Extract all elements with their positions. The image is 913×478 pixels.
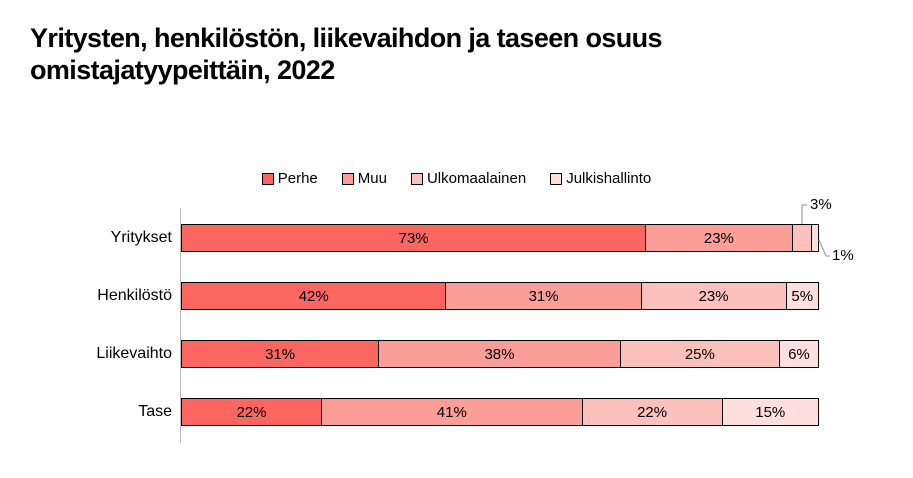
chart-title: Yritysten, henkilöstön, liikevaihdon ja … (30, 23, 663, 86)
bar-segment: 22% (182, 399, 322, 425)
bar-segment (792, 225, 812, 251)
data-label: 15% (755, 403, 786, 421)
legend-label: Ulkomaalainen (426, 170, 527, 187)
legend-item: Ulkomaalainen (410, 170, 527, 187)
callout-label: 3% (810, 196, 832, 213)
category-label: Tase (138, 403, 172, 420)
bar-segment: 15% (722, 399, 818, 425)
chart-row: Yritykset 73% 23% (0, 224, 913, 252)
data-label: 31% (265, 345, 296, 363)
legend-color-swatch (261, 172, 274, 185)
chart-row: Liikevaihto 31% 38% 25% 6% (0, 340, 913, 368)
bar-segment: 31% (182, 341, 380, 367)
data-label: 5% (791, 287, 814, 305)
data-label: 41% (436, 403, 467, 421)
bar-track: 42% 31% 23% 5% (181, 282, 819, 310)
callout-line (801, 204, 807, 224)
bar-segment: 23% (641, 283, 787, 309)
callout-label: 1% (832, 247, 854, 264)
data-label: 23% (703, 229, 734, 247)
data-label: 73% (398, 229, 429, 247)
category-label: Liikevaihto (96, 345, 172, 362)
data-label: 22% (236, 403, 267, 421)
bar-segment: 42% (182, 283, 447, 309)
legend-item: Perhe (261, 170, 318, 187)
bar-segment: 41% (321, 399, 583, 425)
bar-segment: 5% (786, 283, 818, 309)
bar-segment: 6% (779, 341, 818, 367)
data-label: 38% (484, 345, 515, 363)
chart-row: Tase 22% 41% 22% 15% (0, 398, 913, 426)
bar-segment: 73% (182, 225, 647, 251)
bar-track: 73% 23% (181, 224, 819, 252)
bar-segment: 38% (379, 341, 621, 367)
bar-track: 22% 41% 22% 15% (181, 398, 819, 426)
y-axis-line (180, 208, 181, 443)
bar-segment: 22% (582, 399, 723, 425)
bar-segment: 23% (646, 225, 793, 251)
chart-row: Henkilöstö 42% 31% 23% 5% (0, 282, 913, 310)
data-label: 25% (684, 345, 715, 363)
legend-color-swatch (550, 172, 563, 185)
data-label: 42% (298, 287, 329, 305)
bar-segment (811, 225, 818, 251)
data-label: 22% (637, 403, 668, 421)
legend-color-swatch (410, 172, 423, 185)
legend: Perhe Muu Ulkomaalainen Julkishallinto (0, 170, 913, 187)
legend-label: Perhe (277, 170, 318, 187)
data-label: 31% (528, 287, 559, 305)
category-label: Henkilöstö (97, 287, 172, 304)
legend-item: Julkishallinto (550, 170, 651, 187)
data-label: 6% (788, 345, 810, 363)
category-label: Yritykset (110, 229, 172, 246)
legend-label: Muu (357, 170, 387, 187)
legend-color-swatch (341, 172, 354, 185)
legend-item: Muu (341, 170, 387, 187)
data-label: 23% (698, 287, 729, 305)
bar-track: 31% 38% 25% 6% (181, 340, 819, 368)
bar-segment: 31% (446, 283, 642, 309)
bar-segment: 25% (620, 341, 780, 367)
legend-label: Julkishallinto (566, 170, 652, 187)
